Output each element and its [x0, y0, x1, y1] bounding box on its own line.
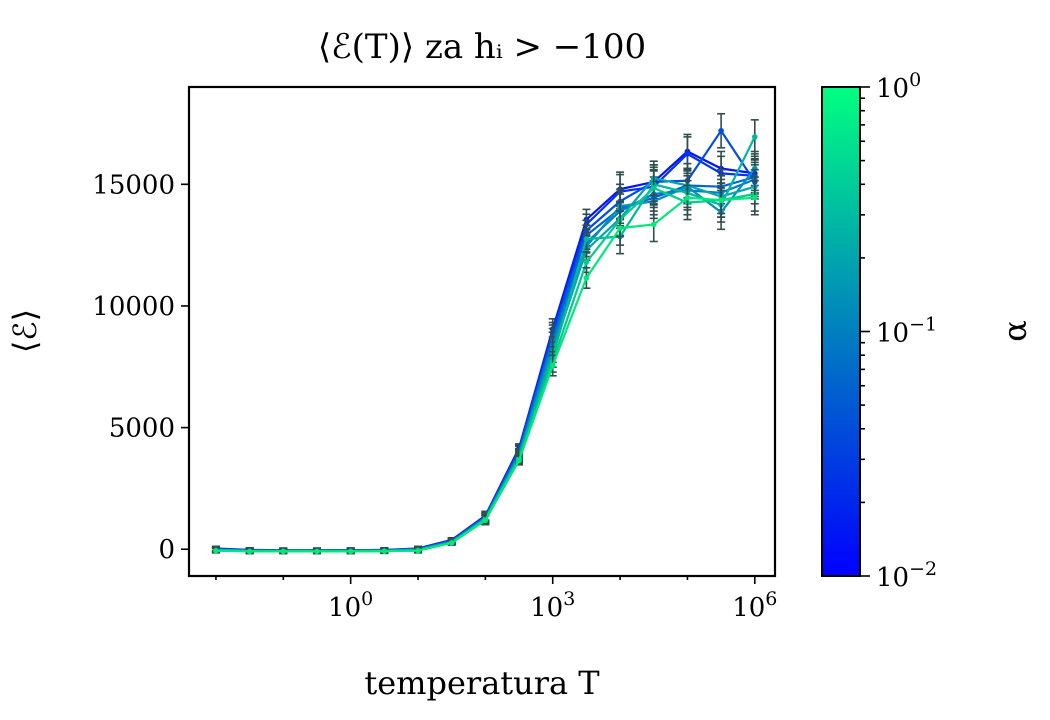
series-7: [211, 119, 759, 555]
colorbar-label: α: [996, 320, 1034, 342]
data-point: [246, 548, 253, 555]
data-point: [549, 362, 556, 369]
series-line: [215, 196, 755, 553]
x-tick-label: 103: [530, 588, 575, 623]
series-6: [211, 160, 759, 554]
data-point: [751, 134, 758, 140]
series-9: [211, 179, 759, 555]
x-tick-label: 100: [328, 588, 373, 623]
series-line: [215, 178, 756, 552]
data-point: [583, 236, 590, 242]
x-axis-label: temperatura T: [364, 664, 600, 702]
y-tick-label: 15000: [92, 170, 175, 200]
colorbar: [821, 86, 861, 577]
data-point: [583, 259, 590, 265]
y-tick-label: 0: [158, 535, 175, 565]
data-point: [314, 548, 320, 555]
data-point: [718, 127, 724, 134]
series-line: [215, 128, 756, 552]
x-tick-label: 106: [732, 588, 777, 623]
data-point: [381, 548, 388, 554]
data-point: [516, 457, 522, 464]
colorbar-tick-label: 10−2: [876, 558, 937, 593]
data-point: [347, 548, 354, 555]
data-point: [650, 185, 657, 191]
y-tick-label: 5000: [109, 414, 175, 444]
data-point: [684, 151, 691, 157]
data-point: [583, 275, 590, 281]
colorbar-tick-label: 10−1: [876, 314, 937, 349]
data-point: [448, 540, 455, 546]
series-4: [211, 161, 759, 554]
colorbar-tick-layer: 100 10−1 10−2: [860, 69, 937, 593]
tick-layer: 0 5000 10000 15000 100 103 106: [92, 170, 777, 623]
series-8: [211, 170, 759, 555]
series-line: [215, 136, 756, 553]
series-1: [211, 136, 759, 554]
series-3: [211, 159, 759, 554]
series-line: [215, 186, 755, 553]
data-point: [617, 225, 623, 231]
data-point: [650, 221, 657, 228]
series-5: [211, 150, 759, 554]
series-layer: [211, 112, 759, 555]
series-line: [215, 150, 755, 552]
colorbar-tick-label: 100: [876, 69, 921, 104]
data-point: [684, 194, 691, 201]
y-axis-label: ⟨ℰ⟩: [6, 309, 44, 353]
series-2: [211, 112, 759, 554]
series-line: [215, 167, 756, 553]
chart-title: ⟨ℰ(T)⟩ za hᵢ > −100: [318, 27, 646, 67]
series-line: [215, 176, 756, 553]
data-point: [415, 547, 421, 554]
plot-frame: [187, 85, 777, 578]
data-point: [751, 194, 758, 201]
data-point: [280, 548, 287, 555]
data-point: [213, 547, 219, 554]
data-point: [718, 197, 724, 203]
data-point: [482, 517, 489, 524]
series-line: [215, 175, 756, 552]
series-line: [215, 152, 755, 552]
y-tick-label: 10000: [92, 292, 175, 322]
